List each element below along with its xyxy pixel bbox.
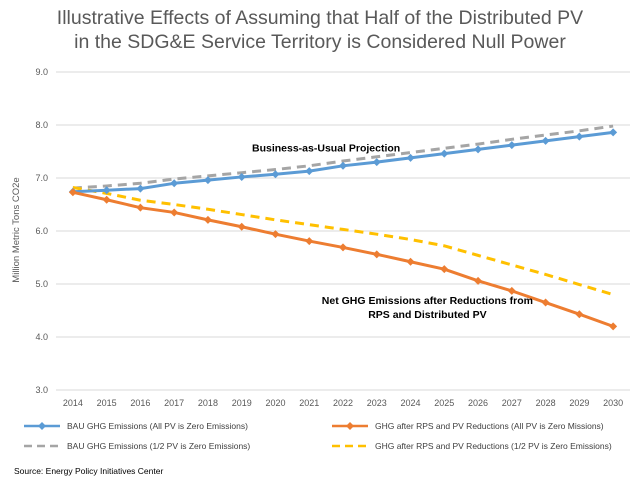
- data-point: [440, 149, 449, 158]
- data-point: [575, 310, 584, 319]
- data-point: [507, 141, 516, 150]
- x-tick-label: 2019: [232, 398, 252, 408]
- data-point: [507, 286, 516, 295]
- chart-title-line-2: in the SDG&E Service Territory is Consid…: [74, 31, 566, 53]
- data-point: [170, 208, 179, 217]
- data-point: [541, 136, 550, 145]
- data-point: [575, 132, 584, 141]
- legend-item-bau-half-pv: BAU GHG Emissions (1/2 PV is Zero Emissi…: [22, 441, 250, 451]
- legend-swatch: [24, 422, 60, 430]
- legend-label: GHG after RPS and PV Reductions (1/2 PV …: [375, 441, 612, 451]
- y-tick-label: 6.0: [35, 226, 48, 236]
- data-point: [609, 322, 618, 331]
- legend-swatch: [24, 444, 60, 448]
- legend-swatch: [332, 422, 368, 430]
- series-1: [68, 128, 618, 196]
- x-tick-label: 2028: [536, 398, 556, 408]
- y-tick-label: 9.0: [35, 67, 48, 77]
- x-tick-label: 2014: [63, 398, 83, 408]
- legend-marker: [346, 422, 354, 430]
- line-chart: 3.04.05.06.07.08.09.0 2014 2015 2016 2017 20…: [11, 67, 630, 408]
- data-point: [474, 145, 483, 154]
- data-point: [203, 215, 212, 224]
- legend-label: BAU GHG Emissions (All PV is Zero Emissi…: [67, 421, 248, 431]
- series-line: [72, 186, 614, 297]
- y-tick-label: 5.0: [35, 279, 48, 289]
- data-point: [203, 176, 212, 185]
- series-line: [72, 124, 614, 190]
- data-point: [541, 298, 550, 307]
- x-tick-label: 2026: [468, 398, 488, 408]
- x-tick-label: 2024: [401, 398, 421, 408]
- data-point: [102, 186, 111, 195]
- source-note: Source: Energy Policy Initiatives Center: [14, 466, 164, 476]
- x-tick-label: 2015: [97, 398, 117, 408]
- legend-item-ghg-half-pv: GHG after RPS and PV Reductions (1/2 PV …: [330, 441, 612, 451]
- series-2: [68, 188, 618, 331]
- legend-item-ghg-all-pv: GHG after RPS and PV Reductions (All PV …: [330, 421, 604, 431]
- x-tick-label: 2027: [502, 398, 522, 408]
- legend-label: BAU GHG Emissions (1/2 PV is Zero Emissi…: [67, 441, 251, 451]
- chart-title: Illustrative Effects of Assuming that Ha…: [0, 6, 640, 54]
- annotation-net-ghg-line-1: Net GHG Emissions after Reductions from: [322, 295, 533, 307]
- x-tick-label: 2016: [130, 398, 150, 408]
- data-point: [170, 179, 179, 188]
- data-point: [440, 265, 449, 274]
- y-tick-label: 4.0: [35, 332, 48, 342]
- data-point: [136, 203, 145, 212]
- x-tick-label: 2018: [198, 398, 218, 408]
- y-axis-ticks: 3.0 4.0 5.0 6.0 7.0 8.0 9.0: [35, 67, 48, 395]
- chart-title-line-1: Illustrative Effects of Assuming that Ha…: [56, 7, 584, 29]
- data-point: [406, 257, 415, 266]
- data-point: [339, 243, 347, 252]
- data-point: [271, 230, 280, 239]
- y-tick-label: 7.0: [35, 173, 48, 183]
- data-point: [474, 276, 483, 285]
- chart-legend: BAU GHG Emissions (All PV is Zero Emissi…: [22, 421, 622, 465]
- x-tick-label: 2029: [569, 398, 589, 408]
- data-point: [305, 167, 314, 176]
- x-tick-label: 2030: [603, 398, 623, 408]
- series-lines: [68, 124, 618, 331]
- x-axis-ticks: 2014 2015 2016 2017 2018 2019 2020 2021 2022 2023…: [63, 398, 623, 408]
- legend-swatch: [332, 444, 368, 448]
- data-point: [68, 188, 77, 197]
- data-point: [136, 184, 145, 193]
- legend-label: GHG after RPS and PV Reductions (All PV …: [375, 421, 604, 431]
- data-point: [305, 237, 314, 246]
- y-tick-label: 8.0: [35, 120, 48, 130]
- x-tick-label: 2025: [434, 398, 454, 408]
- x-tick-label: 2020: [265, 398, 285, 408]
- data-point: [372, 250, 381, 259]
- y-tick-label: 3.0: [35, 385, 48, 395]
- annotations: Business-as-Usual Projection Net GHG Emi…: [252, 143, 533, 321]
- data-point: [609, 128, 618, 137]
- gridlines: [56, 71, 630, 391]
- y-axis-label: Million Metric Tons CO2e: [11, 177, 22, 282]
- x-tick-label: 2022: [333, 398, 353, 408]
- data-point: [237, 172, 246, 181]
- x-tick-label: 2017: [164, 398, 184, 408]
- annotation-bau: Business-as-Usual Projection: [252, 143, 400, 155]
- data-point: [406, 153, 415, 162]
- series-4: [72, 186, 614, 297]
- annotation-net-ghg-line-2: RPS and Distributed PV: [368, 309, 486, 321]
- data-point: [372, 158, 381, 167]
- data-point: [271, 170, 280, 179]
- x-tick-label: 2021: [299, 398, 319, 408]
- legend-marker: [38, 422, 46, 430]
- legend-item-bau-all-pv: BAU GHG Emissions (All PV is Zero Emissi…: [22, 421, 248, 431]
- x-tick-label: 2023: [367, 398, 387, 408]
- data-point: [237, 222, 246, 231]
- series-3: [72, 124, 614, 190]
- data-point: [339, 161, 347, 170]
- data-point: [102, 195, 111, 204]
